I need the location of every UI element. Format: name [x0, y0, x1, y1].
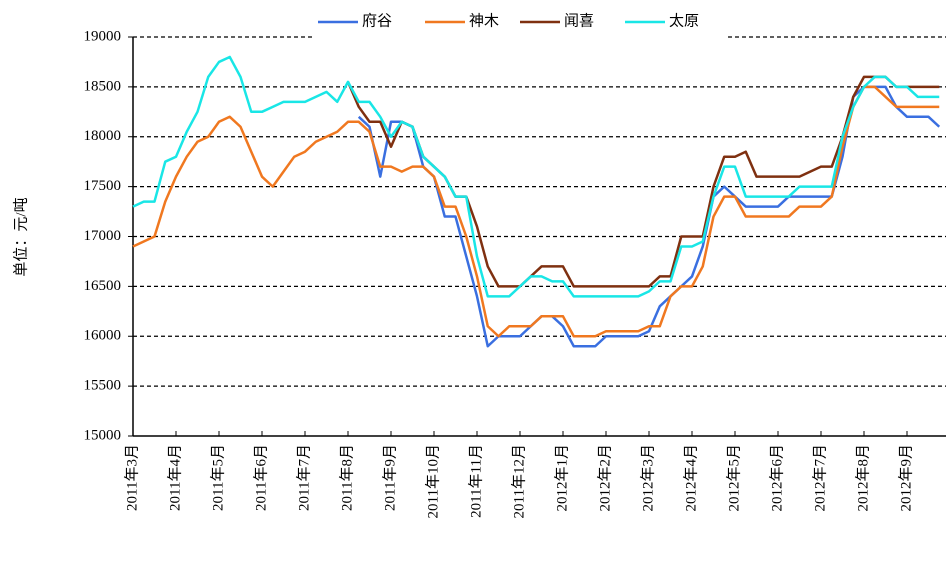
- legend-label: 太原: [669, 12, 699, 29]
- y-tick-label: 17500: [84, 178, 122, 194]
- y-tick-label: 15500: [84, 378, 122, 394]
- x-tick-label: 2012年3月: [639, 444, 656, 512]
- x-tick-label: 2011年10月: [424, 444, 441, 518]
- series-line: [132, 55, 940, 298]
- x-tick-label: 2011年3月: [123, 444, 140, 511]
- legend-background: [312, 8, 728, 40]
- y-tick-label: 17000: [84, 228, 122, 244]
- y-tick-label: 16000: [84, 328, 122, 344]
- x-tick-label: 2011年7月: [295, 444, 312, 511]
- x-tick-label: 2012年5月: [725, 444, 742, 512]
- x-tick-label: 2012年2月: [596, 444, 613, 512]
- y-tick-label: 19000: [84, 28, 122, 44]
- x-tick-label: 2012年4月: [682, 444, 699, 512]
- x-tick-label: 2011年5月: [209, 444, 226, 511]
- legend-label: 神木: [469, 12, 499, 29]
- x-tick-label: 2011年12月: [510, 444, 527, 518]
- x-tick-label: 2011年8月: [338, 444, 355, 511]
- series-line: [132, 85, 940, 338]
- y-tick-label: 15000: [84, 427, 122, 443]
- legend-label: 府谷: [362, 12, 392, 29]
- y-tick-label: 18500: [84, 78, 122, 94]
- x-tick-label: 2012年1月: [553, 444, 570, 512]
- x-tick-label: 2011年6月: [252, 444, 269, 511]
- x-tick-label: 2012年6月: [768, 444, 785, 512]
- x-tick-label: 2012年9月: [897, 444, 914, 512]
- x-tick-label: 2011年11月: [467, 444, 484, 518]
- x-tick-label: 2011年4月: [166, 444, 183, 511]
- x-tick-label: 2012年8月: [854, 444, 871, 512]
- legend-label: 闻喜: [564, 12, 594, 29]
- series-line: [357, 85, 941, 348]
- x-tick-label: 2012年7月: [811, 444, 828, 512]
- y-axis-label: 单位：元/吨: [12, 197, 29, 276]
- y-tick-label: 18000: [84, 128, 122, 144]
- x-tick-label: 2011年9月: [381, 444, 398, 511]
- y-tick-label: 16500: [84, 278, 122, 294]
